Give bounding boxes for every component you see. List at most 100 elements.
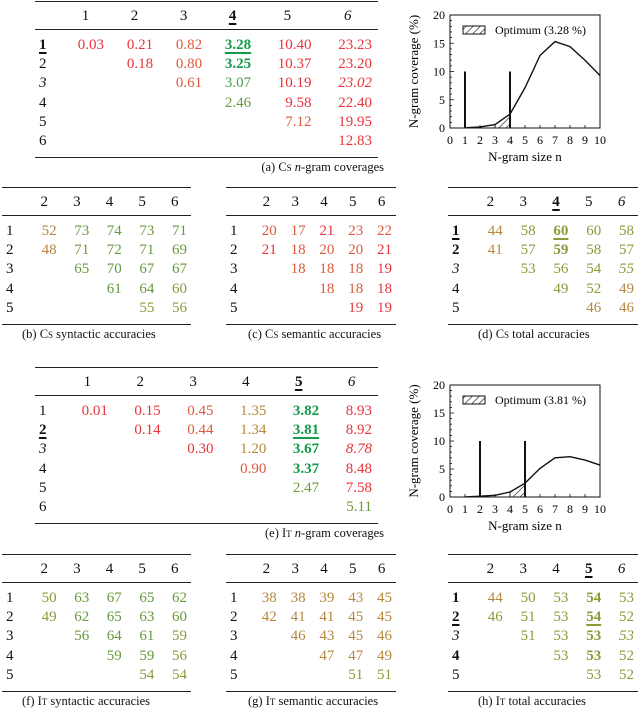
table-cell bbox=[252, 666, 281, 692]
column-header-label: 4 bbox=[552, 560, 560, 577]
table-row: 4 18 18 18 bbox=[226, 280, 396, 299]
cell-value: 52 bbox=[619, 609, 634, 626]
cell-value: 7.58 bbox=[345, 479, 372, 496]
cell-value: 71 bbox=[74, 242, 90, 259]
column-header: 2 bbox=[474, 188, 507, 216]
x-tick-label: 6 bbox=[537, 502, 543, 516]
column-header-label: 4 bbox=[320, 193, 328, 210]
corner-cell bbox=[35, 2, 61, 30]
row-header: 3 bbox=[35, 74, 61, 93]
table-row: 1 20 17 21 23 22 bbox=[226, 216, 396, 242]
row-header-label: 1 bbox=[6, 223, 14, 240]
table-cell: 0.90 bbox=[219, 460, 272, 479]
column-header-label: 5 bbox=[294, 373, 303, 390]
cell-value: 48 bbox=[41, 242, 57, 259]
table-cell bbox=[474, 647, 507, 666]
y-tick-label: 0 bbox=[439, 121, 445, 135]
cell-value: 0.18 bbox=[126, 56, 154, 73]
table-cell: 73 bbox=[126, 216, 159, 242]
table-cell: 46 bbox=[281, 627, 310, 646]
table-cell: 46 bbox=[367, 627, 396, 646]
corner-cell bbox=[2, 555, 28, 583]
table-cell: 0.44 bbox=[167, 421, 220, 440]
caption-label: (c) bbox=[248, 327, 265, 341]
cell-value: 18 bbox=[290, 261, 306, 278]
table-row: 2 42 41 41 45 45 bbox=[226, 608, 396, 627]
cell-value: 67 bbox=[106, 590, 122, 607]
cell-value: 54 bbox=[586, 609, 602, 626]
column-header-label: 5 bbox=[283, 7, 292, 24]
row-header-label: 6 bbox=[39, 499, 47, 516]
row-header-label: 3 bbox=[452, 628, 460, 645]
cell-value: 39 bbox=[319, 590, 335, 607]
caption-language: It bbox=[495, 694, 506, 708]
cell-value: 0.14 bbox=[134, 422, 161, 439]
row-header-label: 1 bbox=[6, 590, 14, 607]
row-header-label: 6 bbox=[39, 133, 47, 150]
cell-value: 53 bbox=[553, 628, 569, 645]
table-row: 2 49 62 65 63 60 bbox=[2, 608, 191, 627]
table-cell: 8.92 bbox=[325, 421, 378, 440]
table-cell bbox=[110, 113, 159, 132]
column-header-label: 3 bbox=[291, 560, 299, 577]
table: 2 3 4 5 6 1 44 50 53 54 53 2 46 51 53 54 52 3 51 53 53 53 4 53 5… bbox=[448, 554, 638, 692]
table-cell bbox=[61, 280, 94, 299]
data-point bbox=[584, 59, 586, 61]
row-header-label: 3 bbox=[230, 628, 238, 645]
cell-value: 53 bbox=[520, 261, 536, 278]
cell-value: 65 bbox=[106, 609, 122, 626]
table-cell bbox=[61, 94, 110, 113]
cell-value: 3.25 bbox=[224, 56, 252, 73]
corner-cell bbox=[226, 555, 252, 583]
table-cell bbox=[474, 666, 507, 692]
row-header-label: 2 bbox=[6, 609, 14, 626]
table-cell: 1.34 bbox=[219, 421, 272, 440]
cell-value: 8.93 bbox=[345, 403, 372, 420]
table: 1 2 3 4 5 6 1 0.03 0.21 0.82 3.28 10.40 23.23 2 0.18 0.… bbox=[35, 1, 378, 158]
table-row: 3 0.30 1.20 3.67 8.78 bbox=[35, 440, 378, 459]
cell-value: 1.35 bbox=[240, 403, 267, 420]
row-header: 2 bbox=[448, 608, 474, 627]
row-header-label: 1 bbox=[452, 223, 460, 240]
header-row: 2 3 4 5 6 bbox=[2, 554, 191, 583]
table-cell bbox=[61, 479, 114, 498]
column-header-label: 3 bbox=[73, 560, 81, 577]
cell-value: 62 bbox=[74, 609, 90, 626]
cell-value: 52 bbox=[619, 647, 634, 664]
cell-value: 38 bbox=[290, 590, 306, 607]
table-cell: 44 bbox=[474, 216, 507, 242]
column-header-label: 2 bbox=[40, 193, 49, 210]
y-tick-label: 10 bbox=[433, 65, 445, 79]
x-tick-label: 3 bbox=[492, 133, 498, 147]
cell-value: 3.07 bbox=[224, 75, 252, 92]
table-cell bbox=[252, 627, 281, 646]
table-cell: 53 bbox=[572, 627, 605, 646]
caption-label: (d) bbox=[478, 327, 496, 341]
x-tick-label: 2 bbox=[477, 502, 483, 516]
table-cell bbox=[110, 94, 159, 113]
table-cell: 39 bbox=[310, 583, 339, 609]
caption-a: (a) Cs n-gram coverages bbox=[261, 160, 384, 175]
column-header-label: 6 bbox=[344, 7, 352, 24]
table-row: 3 56 64 61 59 bbox=[2, 627, 191, 646]
table-row: 1 44 58 60 60 58 bbox=[448, 216, 638, 242]
row-header-label: 4 bbox=[6, 647, 14, 664]
cell-value: 45 bbox=[377, 590, 392, 607]
row-header-label: 5 bbox=[452, 666, 460, 683]
table-row: 4 0.90 3.37 8.48 bbox=[35, 460, 378, 479]
cell-value: 46 bbox=[586, 299, 602, 316]
table-cell bbox=[257, 132, 317, 158]
table-cell: 51 bbox=[507, 608, 540, 627]
table-row: 4 2.46 9.58 22.40 bbox=[35, 94, 378, 113]
table-cell bbox=[61, 647, 94, 666]
table-row: 2 46 51 53 54 52 bbox=[448, 608, 638, 627]
cell-value: 8.92 bbox=[345, 422, 372, 439]
table-cell: 2.47 bbox=[272, 479, 325, 498]
table-cell bbox=[281, 666, 310, 692]
table-cell: 53 bbox=[540, 608, 573, 627]
column-header: 3 bbox=[281, 188, 310, 216]
cell-value: 57 bbox=[520, 242, 536, 259]
legend-swatch bbox=[462, 25, 486, 35]
table-cell: 3.07 bbox=[208, 74, 257, 93]
table-cell bbox=[28, 299, 61, 325]
